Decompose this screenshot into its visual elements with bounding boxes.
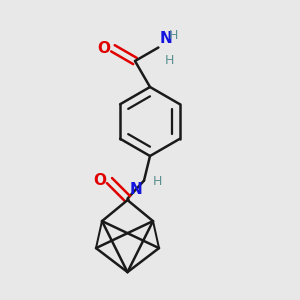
Text: N: N: [130, 182, 142, 197]
Text: H: H: [152, 175, 162, 188]
Text: O: O: [94, 173, 106, 188]
Text: H: H: [169, 29, 178, 42]
Text: N: N: [160, 31, 172, 46]
Text: O: O: [98, 41, 110, 56]
Text: H: H: [165, 54, 174, 67]
